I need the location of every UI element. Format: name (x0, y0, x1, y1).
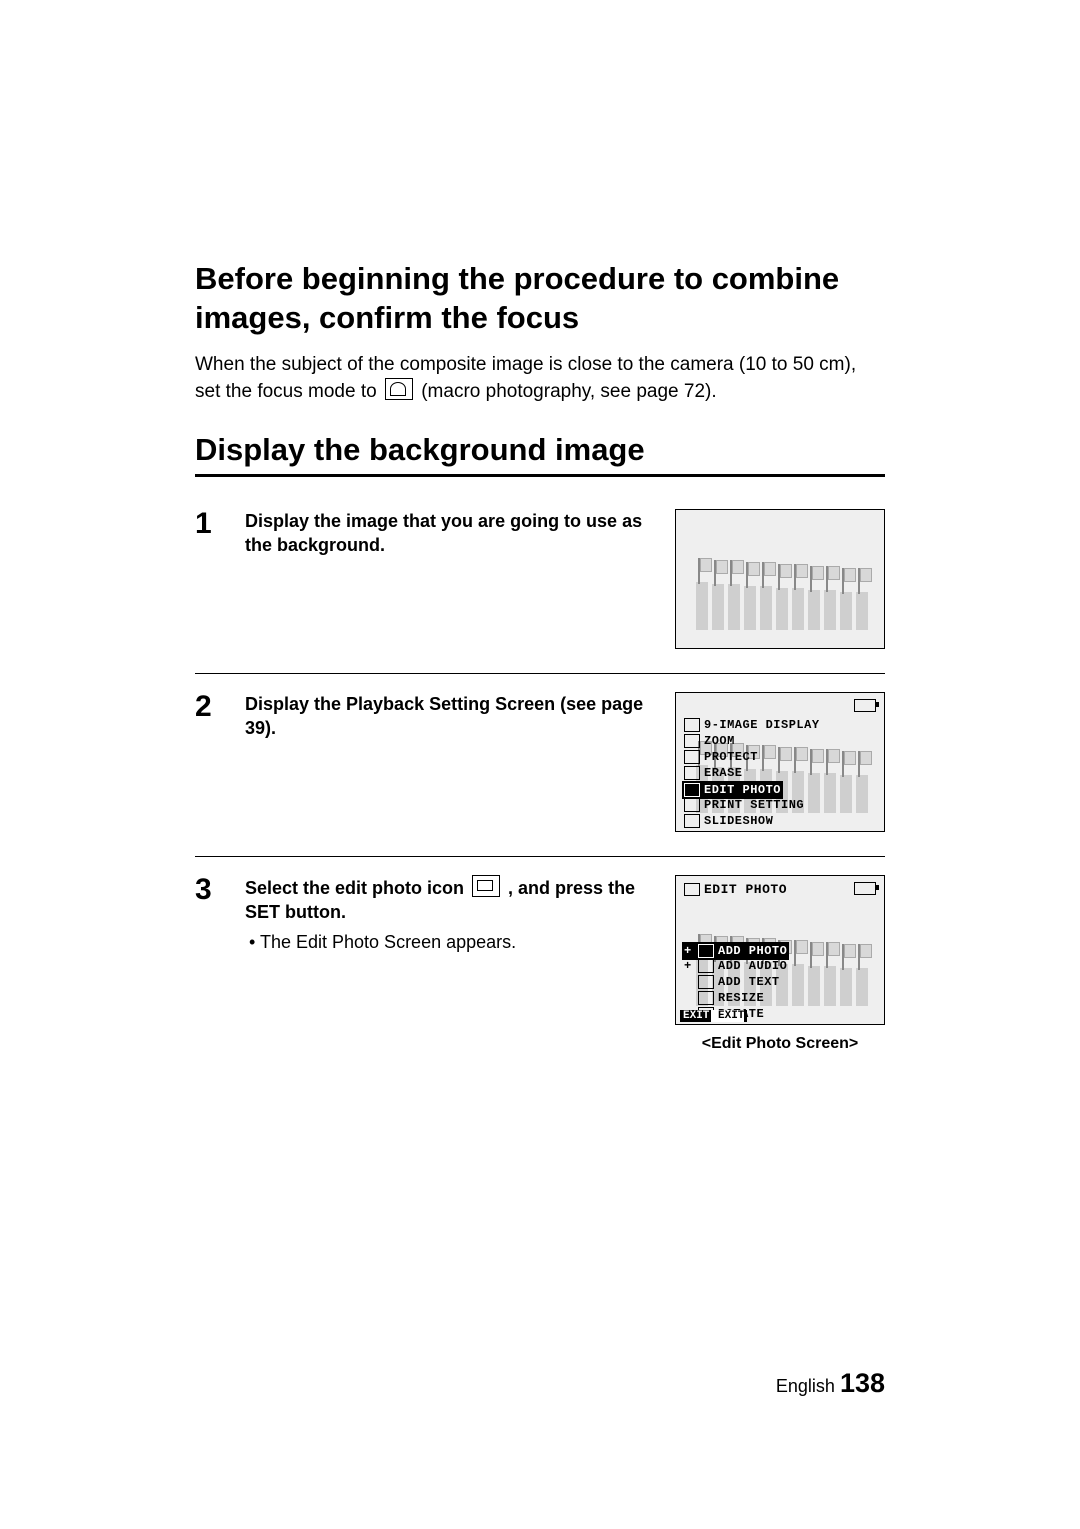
menu-label: EDIT PHOTO (704, 783, 781, 797)
flag-figure (776, 588, 788, 630)
step-body: Display the Playback Setting Screen (see… (245, 692, 657, 747)
menu-icon (698, 991, 714, 1005)
flag-figure (696, 582, 708, 630)
thumb-caption: <Edit Photo Screen> (702, 1035, 858, 1053)
battery-icon (854, 699, 876, 712)
intro-text-2: (macro photography, see page 72). (421, 381, 716, 402)
step-1: 1 Display the image that you are going t… (195, 491, 885, 674)
edit-photo-icon (472, 875, 500, 897)
menu-label: ZOOM (704, 734, 735, 748)
menu-icon (698, 944, 714, 958)
menu-label: RESIZE (718, 991, 764, 1005)
flag-figure (808, 590, 820, 630)
menu-item: RESIZE (684, 990, 876, 1006)
menu-icon (684, 734, 700, 748)
flag-figure (856, 592, 868, 630)
menu-label: PROTECT (704, 750, 758, 764)
menu-icon (684, 814, 700, 828)
background-image-thumb (675, 509, 885, 649)
steps-list: 1 Display the image that you are going t… (195, 491, 885, 1077)
step-body: Display the image that you are going to … (245, 509, 657, 564)
page-footer: English 138 (776, 1368, 885, 1399)
flag-figure (792, 588, 804, 630)
step-title: Display the Playback Setting Screen (see… (245, 692, 657, 741)
menu-icon (684, 718, 700, 732)
menu-item: ZOOM (684, 733, 876, 749)
thumb-col: EDIT PHOTO + ADD PHOTO + ADD AUDIO ADD TEXT R… (675, 875, 885, 1053)
flag-figure (840, 592, 852, 630)
step-title: Display the image that you are going to … (245, 509, 657, 558)
menu-item: PROTECT (684, 749, 876, 765)
menu-icon (684, 750, 700, 764)
flag-figure (744, 586, 756, 630)
step-number: 1 (195, 509, 227, 539)
flag-figure (824, 590, 836, 630)
section-heading: Display the background image (195, 432, 885, 477)
exit-label: EXIT EXIT (680, 1010, 747, 1022)
menu-label: ADD TEXT (718, 975, 780, 989)
menu-icon (684, 798, 700, 812)
menu-label: ADD AUDIO (718, 959, 787, 973)
footer-lang: English (776, 1376, 835, 1396)
menu-prefix: + (684, 959, 694, 973)
thumb-col (675, 509, 885, 649)
thumb-col: 9-IMAGE DISPLAY ZOOM PROTECT ERASE EDIT PHOT… (675, 692, 885, 832)
menu-icon (684, 783, 700, 797)
step-number: 3 (195, 875, 227, 905)
menu-icon (684, 766, 700, 780)
macro-icon (385, 378, 413, 400)
battery-icon (854, 882, 876, 895)
menu-label: ERASE (704, 766, 743, 780)
main-heading: Before beginning the procedure to combin… (195, 260, 885, 338)
menu-label: SLIDESHOW (704, 814, 773, 828)
menu-item: + ADD AUDIO (684, 958, 876, 974)
edit-photo-thumb: EDIT PHOTO + ADD PHOTO + ADD AUDIO ADD TEXT R… (675, 875, 885, 1025)
menu-label: ADD PHOTO (718, 944, 787, 958)
step-number: 2 (195, 692, 227, 722)
menu-label: PRINT SETTING (704, 798, 804, 812)
menu-icon (698, 975, 714, 989)
footer-page: 138 (840, 1368, 885, 1398)
step-sub: The Edit Photo Screen appears. (245, 930, 657, 954)
edit-title: EDIT PHOTO (684, 882, 787, 897)
playback-menu-thumb: 9-IMAGE DISPLAY ZOOM PROTECT ERASE EDIT PHOT… (675, 692, 885, 832)
step-title: Select the edit photo icon , and press t… (245, 875, 657, 925)
menu-item: ADD TEXT (684, 974, 876, 990)
edit-title-text: EDIT PHOTO (704, 882, 787, 897)
menu-item: SLIDESHOW (684, 813, 876, 829)
flag-figure (712, 584, 724, 630)
flag-figure (728, 584, 740, 630)
flags-illustration (676, 510, 884, 648)
step-title-a: Select the edit photo icon (245, 878, 469, 898)
step-3: 3 Select the edit photo icon , and press… (195, 857, 885, 1077)
menu-icon (698, 959, 714, 973)
step-body: Select the edit photo icon , and press t… (245, 875, 657, 955)
menu-label: 9-IMAGE DISPLAY (704, 718, 820, 732)
step-2: 2 Display the Playback Setting Screen (s… (195, 674, 885, 857)
intro-paragraph: When the subject of the composite image … (195, 352, 885, 406)
camera-icon (684, 883, 700, 896)
menu-item: 9-IMAGE DISPLAY (684, 717, 876, 733)
menu-item: ERASE (684, 765, 876, 781)
menu-prefix: + (684, 944, 694, 958)
flag-figure (760, 586, 772, 630)
menu-item: PRINT SETTING (684, 797, 876, 813)
manual-page: Before beginning the procedure to combin… (0, 0, 1080, 1529)
